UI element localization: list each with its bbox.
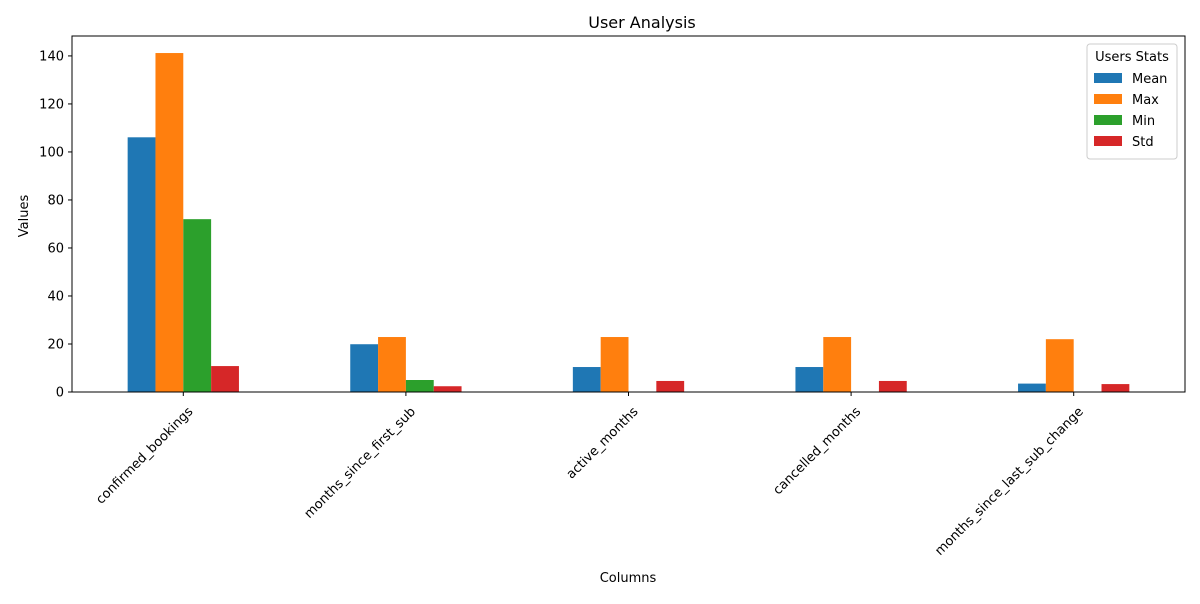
x-tick-label: active_months — [564, 404, 642, 482]
y-tick-label: 80 — [47, 193, 64, 208]
bar-std-cancelled_months — [878, 380, 907, 392]
legend-swatch-max — [1094, 94, 1122, 104]
y-tick-label: 40 — [47, 289, 64, 304]
x-axis: confirmed_bookings months_since_first_sub… — [93, 392, 1087, 559]
y-axis: 0 20 40 60 80 100 120 140 — [39, 49, 72, 401]
legend-label-min: Min — [1132, 114, 1155, 129]
bar-max-months_since_first_sub — [378, 337, 406, 392]
bar-max-months_since_last_sub_change — [1045, 339, 1074, 392]
legend-box — [1086, 43, 1178, 160]
y-tick-label: 100 — [39, 145, 64, 160]
bar-min-months_since_first_sub — [405, 380, 434, 392]
y-axis-label: Values — [17, 195, 32, 238]
bar-std-active_months — [656, 380, 685, 392]
bar-mean-active_months — [572, 367, 601, 392]
legend-label-max: Max — [1132, 93, 1159, 108]
legend-label-std: Std — [1132, 135, 1154, 150]
legend-title: Users Stats — [1095, 50, 1169, 65]
bars-layer — [127, 53, 1130, 392]
x-tick-label: months_since_last_sub_change — [932, 404, 1086, 558]
bar-std-confirmed_bookings — [211, 366, 239, 392]
y-tick-label: 0 — [56, 386, 64, 401]
chart-title: User Analysis — [588, 13, 695, 32]
x-axis-label: Columns — [600, 571, 657, 586]
legend-swatch-mean — [1094, 73, 1122, 83]
y-tick-label: 20 — [47, 337, 64, 352]
legend-swatch-min — [1094, 115, 1122, 125]
bar-mean-months_since_last_sub_change — [1018, 383, 1046, 392]
bar-max-cancelled_months — [823, 337, 852, 392]
x-tick-label: months_since_first_sub — [302, 404, 419, 521]
y-tick-label: 140 — [39, 49, 64, 64]
bar-std-months_since_first_sub — [433, 386, 462, 392]
y-tick-label: 120 — [39, 97, 64, 112]
plot-frame — [71, 35, 1186, 393]
bar-mean-cancelled_months — [795, 367, 824, 392]
legend-swatch-std — [1094, 136, 1122, 146]
bar-max-active_months — [600, 337, 629, 392]
legend: Users Stats Mean Max Min Std — [1086, 43, 1178, 160]
x-tick-label: cancelled_months — [770, 404, 864, 498]
bar-mean-months_since_first_sub — [350, 344, 379, 392]
bar-std-months_since_last_sub_change — [1101, 384, 1130, 392]
bar-max-confirmed_bookings — [155, 53, 184, 392]
bar-mean-confirmed_bookings — [127, 137, 156, 392]
legend-label-mean: Mean — [1132, 72, 1167, 87]
bar-min-confirmed_bookings — [183, 219, 212, 392]
y-tick-label: 60 — [47, 241, 64, 256]
x-tick-label: confirmed_bookings — [93, 404, 196, 507]
